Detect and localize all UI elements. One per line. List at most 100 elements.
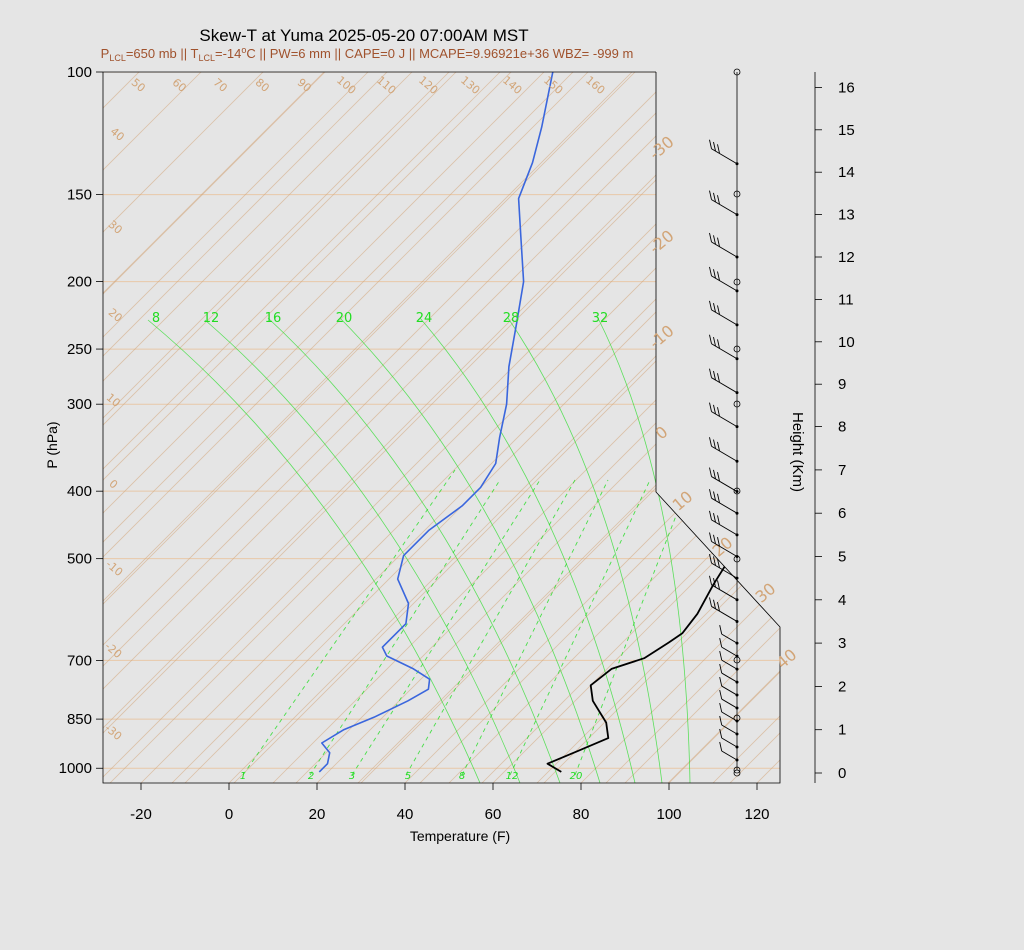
wind-barb-feather [709, 437, 712, 447]
y-tick-label: 700 [67, 652, 92, 669]
x-tick-label: 100 [656, 806, 681, 823]
wind-barb-feather [709, 300, 712, 310]
wind-barb-feather [709, 368, 712, 378]
moist-adiabat-line [147, 319, 481, 783]
dry-adiabat-line [103, 72, 780, 783]
isotherm-line [492, 72, 780, 783]
x-tick-label: 120 [744, 806, 769, 823]
wind-barb-feather [709, 532, 712, 542]
wind-barb-calm [733, 769, 741, 777]
dry-adiabat-line [103, 72, 780, 783]
mixing-ratio-line [509, 479, 651, 776]
height-tick-label: 12 [838, 249, 855, 266]
wind-barb-feather [713, 303, 716, 313]
mixing-ratio-label: 1 [240, 771, 246, 782]
isotherm-line [103, 72, 413, 783]
subtitle-rest: C || PW=6 mm || CAPE=0 J || MCAPE=9.9692… [246, 46, 633, 61]
dry-adiabat-line [605, 72, 780, 783]
moist-adiabat-line [597, 317, 691, 783]
wind-barb-shaft [711, 497, 738, 514]
isotherm-line [228, 72, 780, 783]
wind-barb-feather [719, 702, 723, 713]
wind-barb [719, 625, 738, 644]
wind-barb-feather [709, 575, 712, 585]
wind-barb-shaft [711, 241, 738, 258]
wind-level-marker [733, 345, 741, 353]
mixing-ratio-line [351, 479, 541, 776]
wind-barb [709, 575, 738, 601]
isotherm-line [580, 72, 780, 783]
dry-adiabat-line [103, 72, 577, 783]
dry-adiabat-line [103, 72, 763, 783]
isotherm-line [103, 72, 765, 783]
wind-barb-feather [717, 472, 720, 482]
wind-barb-feather [717, 407, 720, 417]
wind-barb-feather [713, 269, 716, 279]
wind-barb [709, 139, 738, 165]
isotherm-line [536, 72, 780, 783]
wind-barb [709, 368, 738, 394]
dry-adiabat-line [481, 72, 780, 783]
wind-barb-feather [719, 741, 723, 752]
wind-barb [709, 437, 738, 462]
wind-barb-shaft [711, 445, 738, 462]
wind-barb [709, 467, 738, 492]
y-tick-label: 100 [67, 64, 92, 81]
chart-subtitle: PLCL=650 mb || TLCL=-14oC || PW=6 mm || … [101, 45, 634, 63]
wind-barb-feather [709, 402, 712, 412]
wind-barb [709, 510, 738, 536]
wind-barb-feather [719, 715, 723, 726]
wind-barb [709, 334, 738, 360]
isotherm-line [103, 72, 325, 783]
moist-adiabat-label: 32 [592, 311, 609, 326]
wind-barb-shaft [721, 698, 738, 709]
wind-barb-feather [713, 599, 716, 609]
wind-barb-feather [713, 192, 716, 202]
wind-barb-shaft [721, 685, 738, 696]
moist-adiabat-line [507, 317, 663, 783]
wind-barb-feather [713, 439, 716, 449]
wind-barb-feather [713, 235, 716, 245]
wind-barb-feather [719, 650, 723, 661]
height-tick-label: 1 [838, 722, 846, 739]
wind-barb-feather [709, 190, 712, 200]
wind-barb-feather [709, 489, 712, 499]
moist-adiabat-line [267, 317, 561, 783]
isotherm-line [103, 72, 633, 783]
subtitle-tlcl-sub: LCL [198, 53, 215, 63]
y-axis-title: P (hPa) [44, 421, 60, 468]
wind-barb-feather [709, 554, 712, 564]
mixing-ratio-label: 20 [570, 771, 583, 782]
moist-adiabat-label: 24 [416, 311, 433, 326]
dry-adiabat-line [103, 72, 780, 783]
wind-barb [719, 676, 738, 696]
isotherm-line [103, 72, 677, 783]
height-tick-label: 16 [838, 79, 855, 96]
mixing-ratio-line [405, 479, 576, 776]
wind-barb-shaft [721, 750, 738, 761]
dry-adiabat-line [109, 72, 780, 783]
wind-level-marker [733, 278, 741, 286]
wind-barb-feather [713, 404, 716, 414]
wind-barb-feather [717, 373, 720, 383]
mixing-ratio-label: 12 [506, 771, 519, 782]
wind-barb-shaft [711, 541, 738, 557]
subtitle-plcl-p: P [101, 46, 110, 61]
wind-barb-shaft [711, 148, 738, 165]
isotherm-line [272, 72, 780, 783]
wind-level-marker [733, 487, 741, 495]
wind-barb-feather [709, 266, 712, 277]
wind-barb [719, 689, 738, 709]
wind-level-marker [733, 766, 741, 774]
isotherm-line [103, 72, 501, 783]
height-tick-label: 9 [838, 376, 846, 393]
dry-adiabat-line [357, 72, 780, 783]
wind-barb [719, 728, 738, 748]
mixing-ratio-line [461, 479, 609, 776]
wind-barb-shaft [711, 562, 738, 579]
wind-level-marker [733, 68, 741, 76]
wind-barb-feather [713, 513, 716, 523]
x-tick-label: 40 [397, 806, 414, 823]
wind-barb [709, 489, 738, 514]
wind-barb-feather [713, 491, 716, 501]
